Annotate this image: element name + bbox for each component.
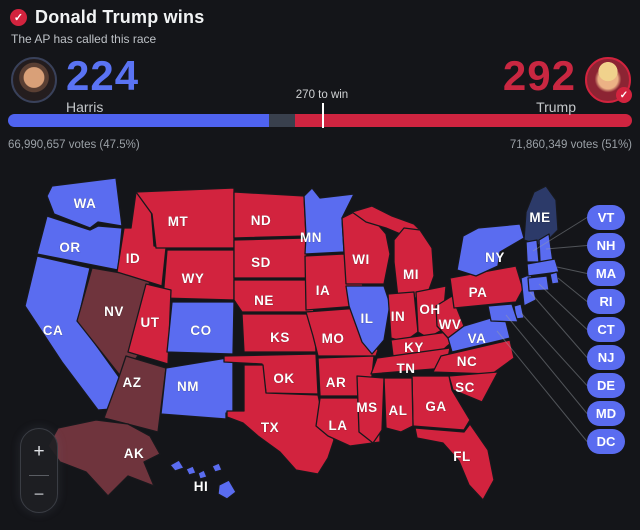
threshold-270-label: 270 to win <box>295 89 349 101</box>
state-hi[interactable] <box>197 469 208 480</box>
state-mi[interactable] <box>393 227 435 299</box>
leader-line-ri <box>557 277 588 302</box>
leader-line-de <box>520 312 588 386</box>
harris-scorecard: 224 Harris <box>11 52 140 115</box>
state-pill-ma[interactable] <box>587 261 625 286</box>
state-hi[interactable] <box>217 479 237 500</box>
zoom-in-button[interactable]: + <box>21 429 57 475</box>
leader-line-ct <box>538 283 588 330</box>
state-nc[interactable] <box>432 339 515 375</box>
race-called-checkmark-icon: ✓ <box>10 9 27 26</box>
winner-checkmark-icon: ✓ <box>616 87 632 103</box>
state-vt[interactable] <box>525 239 540 263</box>
state-sc[interactable] <box>448 371 499 403</box>
state-nh[interactable] <box>538 233 554 263</box>
race-call-title: Donald Trump wins <box>35 7 205 27</box>
state-in[interactable] <box>387 291 419 343</box>
state-ne[interactable] <box>233 279 315 313</box>
state-id[interactable] <box>116 191 167 287</box>
trump-electoral-votes: 292 <box>502 52 576 99</box>
state-il[interactable] <box>345 285 391 355</box>
leader-line-nj <box>529 291 588 358</box>
state-pa[interactable] <box>449 265 524 309</box>
state-pill-de[interactable] <box>587 373 625 398</box>
state-nd[interactable] <box>233 191 307 239</box>
state-wi[interactable] <box>341 211 391 285</box>
state-sd[interactable] <box>233 237 309 279</box>
state-nm[interactable] <box>160 356 234 420</box>
zoom-out-button[interactable]: − <box>21 476 57 512</box>
map-zoom-control: + − <box>20 428 58 513</box>
state-md[interactable] <box>487 303 519 323</box>
state-or[interactable] <box>36 215 123 271</box>
bar-segment-trump <box>295 114 632 127</box>
leader-line-vt <box>532 217 588 252</box>
state-ak[interactable] <box>47 419 161 497</box>
state-va[interactable] <box>447 313 511 353</box>
bar-segment-harris <box>8 114 269 127</box>
harris-name-label: Harris <box>66 98 104 115</box>
state-al[interactable] <box>383 377 414 433</box>
state-ut[interactable] <box>127 283 172 365</box>
state-co[interactable] <box>166 301 235 355</box>
bar-segment-undecided <box>268 114 296 127</box>
state-hi[interactable] <box>211 462 223 473</box>
state-pill-nj[interactable] <box>587 345 625 370</box>
state-pill-ri[interactable] <box>587 289 625 314</box>
state-hi[interactable] <box>185 465 197 476</box>
state-pill-dc[interactable] <box>587 429 625 454</box>
state-tx[interactable] <box>226 364 335 475</box>
state-wy[interactable] <box>162 249 235 301</box>
state-pill-vt[interactable] <box>587 205 625 230</box>
harris-electoral-votes: 224 <box>66 52 140 99</box>
state-label-hi: HI <box>194 479 209 494</box>
harris-popular-votes: 66,990,657 votes (47.5%) <box>8 139 140 151</box>
leader-line-md <box>505 314 588 414</box>
state-fl[interactable] <box>414 423 495 501</box>
threshold-270-marker <box>321 103 324 128</box>
race-call-header: ✓ Donald Trump wins The AP has called th… <box>10 7 204 46</box>
state-wa[interactable] <box>46 177 123 229</box>
state-ma[interactable] <box>526 258 560 277</box>
race-call-subtitle: The AP has called this race <box>11 32 157 46</box>
zoom-control-divider <box>29 474 49 476</box>
state-pill-md[interactable] <box>587 401 625 426</box>
trump-scorecard: 292 Trump ✓ <box>502 52 632 115</box>
state-ms[interactable] <box>356 375 385 444</box>
leader-line-dc <box>496 330 588 442</box>
trump-popular-votes: 71,860,349 votes (51%) <box>509 139 632 151</box>
trump-avatar: ✓ <box>585 57 632 103</box>
state-ri[interactable] <box>549 271 560 285</box>
state-hi[interactable] <box>169 459 185 472</box>
electoral-vote-bar <box>8 114 632 127</box>
state-mt[interactable] <box>135 187 235 249</box>
harris-avatar <box>11 57 57 103</box>
state-pill-nh[interactable] <box>587 233 625 258</box>
state-pill-ct[interactable] <box>587 317 625 342</box>
state-ok[interactable] <box>223 353 319 395</box>
state-me[interactable] <box>523 185 559 247</box>
trump-name-label: Trump <box>536 98 576 115</box>
leader-line-nh <box>545 245 588 250</box>
leader-line-ma <box>556 266 588 274</box>
state-ks[interactable] <box>241 313 317 353</box>
state-ct[interactable] <box>527 275 550 292</box>
